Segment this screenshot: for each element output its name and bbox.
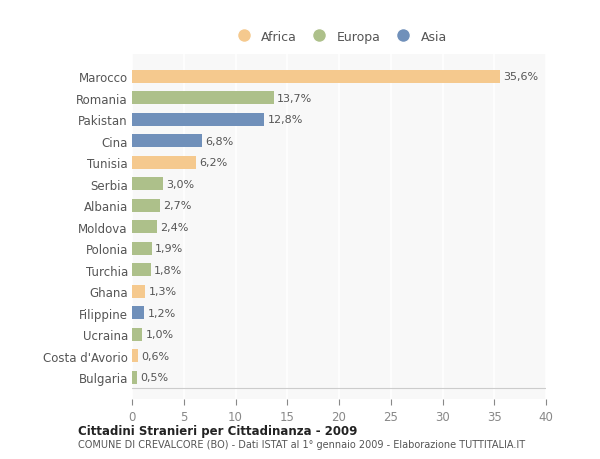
Bar	[132, 263, 151, 276]
Bar	[132, 178, 163, 191]
Bar	[132, 371, 137, 384]
Text: 0,5%: 0,5%	[140, 372, 169, 382]
Bar	[132, 71, 500, 84]
Text: 13,7%: 13,7%	[277, 94, 312, 104]
Bar	[132, 135, 202, 148]
Bar	[132, 199, 160, 212]
Text: 12,8%: 12,8%	[268, 115, 303, 125]
Bar	[132, 242, 152, 255]
Text: 0,6%: 0,6%	[142, 351, 169, 361]
Text: Cittadini Stranieri per Cittadinanza - 2009: Cittadini Stranieri per Cittadinanza - 2…	[78, 424, 358, 437]
Text: 6,2%: 6,2%	[199, 158, 227, 168]
Bar	[132, 221, 157, 234]
Bar	[132, 349, 138, 362]
Text: 35,6%: 35,6%	[503, 72, 539, 82]
Text: COMUNE DI CREVALCORE (BO) - Dati ISTAT al 1° gennaio 2009 - Elaborazione TUTTITA: COMUNE DI CREVALCORE (BO) - Dati ISTAT a…	[78, 440, 525, 449]
Text: 2,7%: 2,7%	[163, 201, 191, 211]
Text: 3,0%: 3,0%	[166, 179, 194, 189]
Bar	[132, 328, 142, 341]
Bar	[132, 113, 265, 127]
Text: 2,4%: 2,4%	[160, 222, 188, 232]
Legend: Africa, Europa, Asia: Africa, Europa, Asia	[227, 27, 451, 47]
Text: 1,9%: 1,9%	[155, 244, 183, 254]
Text: 1,0%: 1,0%	[145, 330, 173, 339]
Bar	[132, 92, 274, 105]
Bar	[132, 307, 145, 319]
Text: 1,8%: 1,8%	[154, 265, 182, 275]
Bar	[132, 285, 145, 298]
Bar	[132, 157, 196, 169]
Text: 6,8%: 6,8%	[205, 136, 234, 146]
Text: 1,3%: 1,3%	[149, 286, 176, 297]
Text: 1,2%: 1,2%	[148, 308, 176, 318]
